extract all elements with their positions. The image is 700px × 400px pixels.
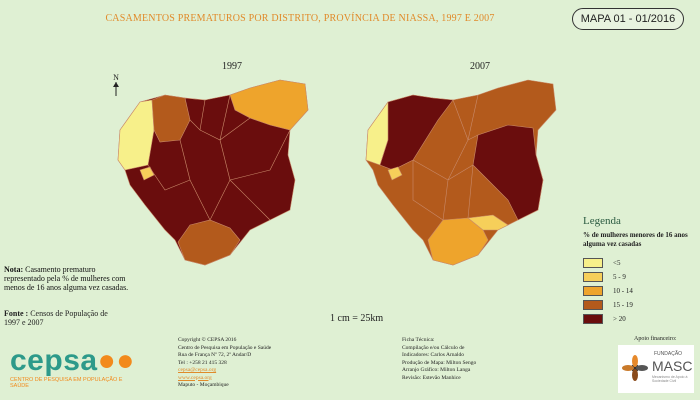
masc-flower-icon — [622, 355, 648, 381]
legend-item: 5 - 9 — [583, 271, 693, 282]
cepsa-logo-text: cepsa — [10, 344, 98, 377]
ficha-line: Indicadores: Carlos Arnaldo — [402, 352, 465, 358]
legend-item-label: <5 — [613, 258, 621, 267]
masc-top: FUNDAÇÃO — [654, 351, 683, 357]
copyright-line: Maputo - Moçambique — [178, 382, 229, 388]
masc-logo: FUNDAÇÃO MASC Mecanismo de Apoio à Socie… — [618, 345, 694, 393]
note: Nota: Casamento prematuro representado p… — [4, 265, 134, 292]
legend-item: 10 - 14 — [583, 285, 693, 296]
legend-swatch — [583, 313, 603, 324]
map-year-2007: 2007 — [470, 61, 490, 72]
legend: Legenda % de mulheres menores de 16 anos… — [583, 215, 693, 327]
cepsa-tagline: CENTRO DE PESQUISA EM POPULAÇÃO E SAÚDE — [10, 377, 123, 389]
district-metarica-2007 — [467, 214, 509, 231]
note-text: Casamento prematuro representado pela % … — [4, 265, 129, 292]
cepsa-logo: cepsa●● CENTRO DE PESQUISA EM POPULAÇÃO … — [10, 345, 140, 395]
legend-item: 15 - 19 — [583, 299, 693, 310]
ficha-line: Compilação e/ou Cálculo de — [402, 344, 465, 351]
legend-item: > 20 — [583, 313, 693, 324]
map-year-1997: 1997 — [222, 61, 242, 72]
district-mecula — [229, 79, 309, 131]
legend-item-label: > 20 — [613, 314, 626, 323]
legend-item-label: 5 - 9 — [613, 272, 626, 281]
district-east-2007 — [472, 124, 544, 221]
website-link[interactable]: www.cepsa.org — [178, 374, 212, 381]
north-arrow-icon: N — [113, 74, 119, 98]
ficha-line: Arranjo Gráfico: Milton Langa — [402, 367, 471, 373]
source-label: Fonte : — [4, 309, 29, 318]
people-icon: ●● — [97, 344, 135, 377]
legend-swatch — [583, 299, 603, 310]
district-city-2007 — [387, 166, 403, 181]
copyright-line: Rua de França Nº 72, 2º Andar/D — [178, 352, 252, 358]
legend-item-label: 10 - 14 — [613, 286, 633, 295]
district-cuamba — [177, 219, 241, 266]
source-text: Censos de População de 1997 e 2007 — [4, 309, 108, 327]
email-link[interactable]: cepsa@cepsa.org — [178, 367, 217, 373]
technical-sheet: Ficha Técnica: Compilação e/ou Cálculo d… — [402, 337, 476, 382]
map-number-badge: MAPA 01 - 01/2016 — [572, 8, 684, 30]
copyright-block: Copyright © CEPSA 2016 Centro de Pesquis… — [178, 337, 271, 390]
note-label: Nota: — [4, 265, 24, 274]
north-label: N — [113, 73, 119, 82]
legend-item-label: 15 - 19 — [613, 300, 633, 309]
masc-sub: Mecanismo de Apoio à Sociedade Civil — [652, 375, 688, 383]
legend-description: % de mulheres menores de 16 anos alguma … — [583, 231, 688, 248]
copyright-line: Tel : +258 21 415 328 — [178, 359, 227, 366]
ficha-line: Revisão: Estevão Manhice — [402, 374, 461, 381]
legend-swatch — [583, 271, 603, 282]
district-sanga — [151, 94, 191, 143]
legend-swatch — [583, 257, 603, 268]
scale-text: 1 cm = 25km — [330, 313, 384, 324]
source: Fonte : Censos de População de 1997 e 20… — [4, 309, 124, 327]
legend-heading: Legenda — [583, 215, 621, 227]
district-lichinga — [117, 99, 155, 171]
map-title: CASAMENTOS PREMATUROS POR DISTRITO, PROV… — [105, 13, 495, 24]
ficha-line: Ficha Técnica: — [402, 337, 435, 343]
funding-label: Apoio financeiro: — [634, 336, 677, 342]
copyright-line: Centro de Pesquisa em População e Saúde — [178, 344, 272, 351]
copyright-line: Copyright © CEPSA 2016 — [178, 337, 237, 343]
map-1997 — [117, 79, 309, 266]
masc-name: MASC — [652, 358, 693, 374]
district-lichinga-city — [139, 166, 155, 181]
ficha-line: Produção de Mapa: Milton Sengo — [402, 359, 477, 366]
district-sanga-2007 — [379, 94, 454, 171]
map-2007 — [365, 79, 557, 266]
legend-item: <5 — [583, 257, 693, 268]
legend-swatch — [583, 285, 603, 296]
